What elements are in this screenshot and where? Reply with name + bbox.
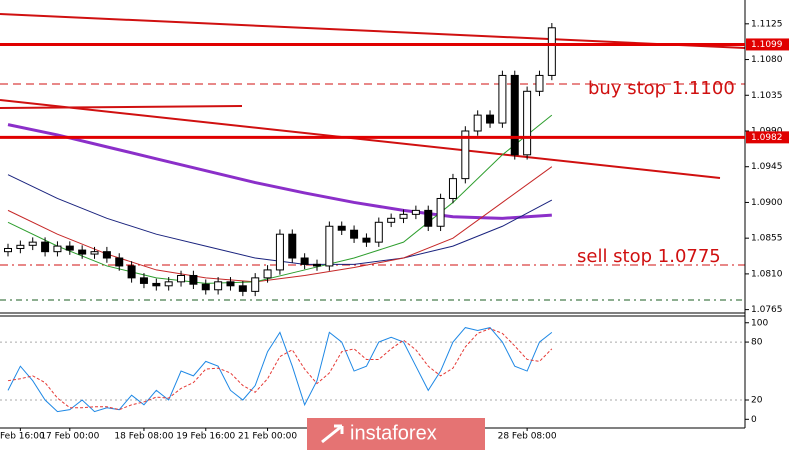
moving-average	[7, 166, 553, 283]
candle-body	[448, 178, 457, 199]
annotation: sell stop 1.0775	[577, 246, 721, 267]
moving-average	[7, 123, 552, 220]
y-tick-label: 1.0900	[751, 198, 783, 208]
candle-body	[325, 225, 334, 267]
candle-body	[300, 257, 309, 265]
oscillator-line	[7, 328, 553, 411]
candle-body	[102, 251, 111, 259]
candle-body	[201, 283, 210, 291]
candle-body	[350, 229, 359, 239]
y-tick-label: 1.1035	[751, 91, 783, 101]
osc-tick-label: 20	[751, 396, 763, 406]
candle-body	[313, 263, 321, 267]
candle-body	[486, 114, 495, 124]
candle-body	[275, 233, 284, 271]
candle-body	[28, 241, 37, 246]
candle-body	[523, 90, 532, 156]
trend-line	[0, 99, 721, 179]
annotation: buy stop 1.1100	[588, 78, 735, 99]
x-tick-label: Feb 16:00	[0, 432, 45, 442]
candle-body	[535, 74, 544, 92]
y-tick-label: 1.0855	[751, 234, 783, 244]
level-label-bg	[746, 38, 789, 51]
trend-line	[0, 13, 746, 49]
candle-body	[177, 274, 186, 283]
y-tick-label: 1.1125	[751, 19, 783, 29]
y-tick-label: 1.1080	[751, 55, 783, 65]
osc-tick-label: 80	[751, 338, 763, 348]
candle-body	[399, 213, 408, 219]
candle-body	[498, 74, 507, 124]
watermark-box	[307, 418, 485, 450]
x-tick-label: 28 Feb 08:00	[498, 432, 557, 442]
moving-average	[7, 114, 553, 284]
candle-body	[164, 281, 173, 287]
candle-body	[510, 74, 519, 156]
candle-body	[238, 285, 247, 292]
candle-body	[41, 241, 50, 253]
candle-body	[189, 274, 198, 285]
x-tick-label: 18 Feb 08:00	[114, 432, 173, 442]
candle-body	[115, 257, 124, 267]
candle-body	[337, 225, 346, 231]
candle-body	[152, 282, 161, 287]
watermark: instaforex	[350, 422, 437, 444]
candle-body	[424, 209, 433, 227]
watermark-icon	[321, 424, 344, 444]
candle-body	[387, 217, 396, 223]
candle-body	[547, 27, 556, 76]
candle-body	[362, 237, 371, 243]
candle-body	[90, 251, 99, 255]
y-tick-label: 1.0945	[751, 162, 783, 172]
level-label: 1.1099	[751, 40, 783, 50]
trend-line	[0, 105, 243, 109]
y-tick-label: 1.0765	[751, 305, 783, 315]
candle-body	[436, 197, 445, 227]
osc-tick-label: 0	[751, 415, 757, 425]
candle-body	[374, 221, 383, 243]
x-tick-label: 21 Feb 00:00	[238, 432, 297, 442]
candle-body	[461, 130, 470, 180]
plot	[4, 23, 556, 297]
oscillator-line	[7, 327, 553, 413]
candle-body	[263, 269, 272, 279]
x-tick-label: 17 Feb 00:00	[40, 432, 99, 442]
candle-body	[226, 281, 235, 287]
osc-tick-label: 100	[751, 318, 768, 328]
candle-body	[16, 244, 25, 249]
candle-body	[288, 233, 297, 259]
y-tick-label: 1.0810	[751, 269, 783, 279]
candle-body	[4, 247, 12, 253]
candle-body	[78, 249, 87, 255]
candle-body	[139, 277, 148, 284]
candle-body	[411, 209, 420, 215]
candle-body	[127, 265, 136, 279]
candle-body	[214, 281, 223, 291]
candle-body	[473, 114, 482, 132]
x-tick-label: 19 Feb 16:00	[176, 432, 235, 442]
level-label-bg	[746, 131, 789, 144]
candle-body	[53, 245, 62, 253]
candle-body	[251, 277, 260, 292]
candle-body	[65, 245, 74, 251]
level-label: 1.0982	[751, 133, 783, 143]
